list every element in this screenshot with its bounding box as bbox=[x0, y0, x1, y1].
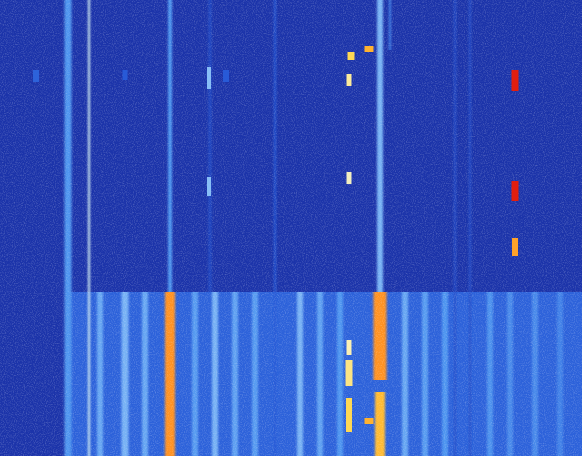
signal-burst bbox=[207, 67, 211, 89]
signal-burst bbox=[512, 181, 519, 201]
signal-burst bbox=[346, 398, 352, 432]
signal-burst bbox=[33, 70, 39, 82]
noise-texture bbox=[0, 0, 582, 456]
signal-burst bbox=[207, 177, 211, 196]
signal-burst bbox=[347, 74, 352, 86]
signal-burst bbox=[347, 340, 352, 355]
signal-burst bbox=[512, 70, 519, 91]
signal-burst bbox=[346, 360, 353, 386]
signal-burst bbox=[512, 238, 518, 256]
signal-burst bbox=[365, 418, 374, 424]
spectrogram bbox=[0, 0, 582, 456]
signal-burst bbox=[348, 52, 355, 60]
signal-burst bbox=[123, 70, 128, 80]
signal-burst bbox=[365, 46, 374, 52]
plot-area bbox=[0, 0, 582, 456]
signal-burst bbox=[347, 172, 352, 184]
signal-burst bbox=[223, 70, 229, 82]
